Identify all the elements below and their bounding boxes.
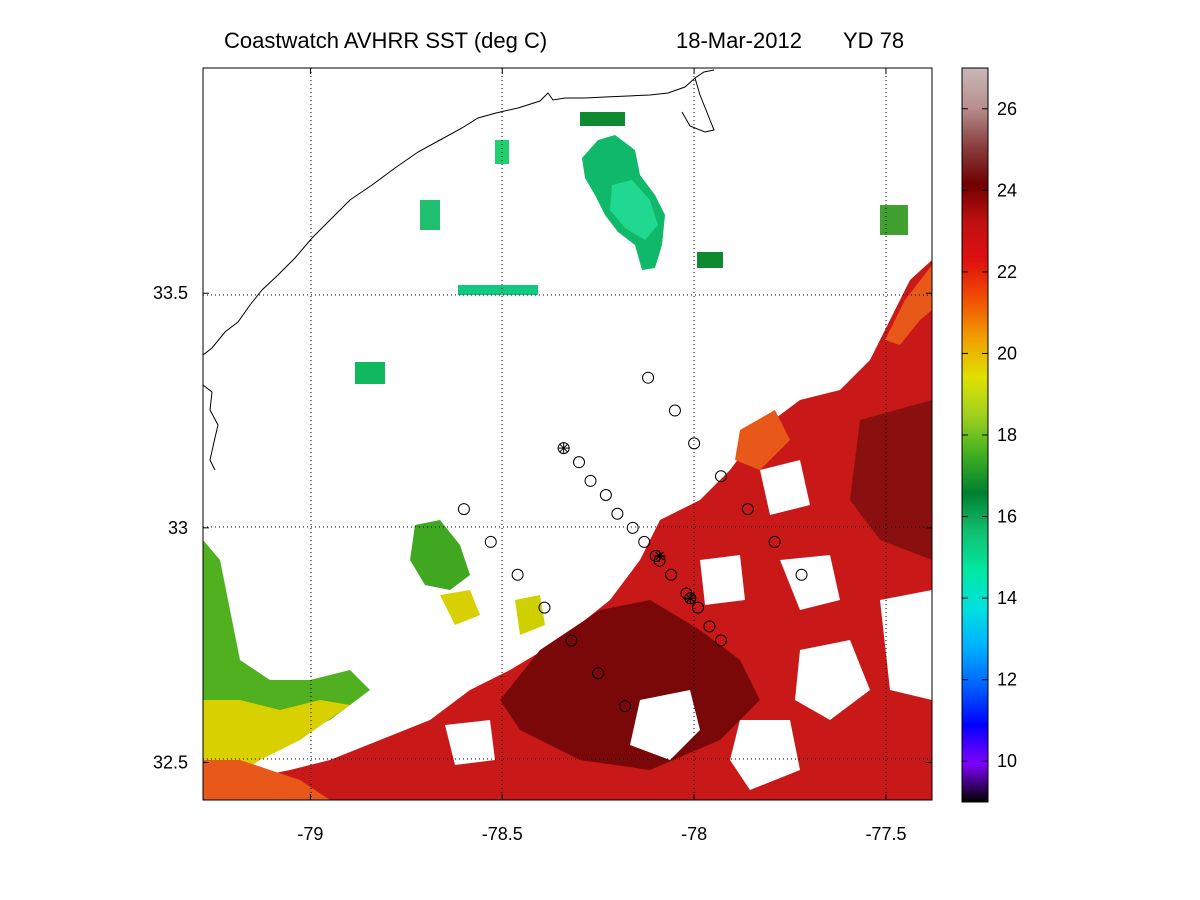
x-tick-label: -79 (297, 824, 323, 844)
sst-patch-green-mid (410, 520, 470, 590)
sst-patch-orange-2 (735, 410, 790, 470)
colorbar-tick-label: 26 (997, 99, 1017, 119)
station-star (653, 550, 666, 562)
colorbar: 10 12 14 16 18 20 22 24 26 (961, 67, 1017, 803)
sst-patch-cool-north-core (610, 180, 658, 240)
sst-patch-orange-edge (885, 265, 932, 345)
station-circle (573, 456, 586, 469)
station-circle (795, 568, 808, 581)
cloud-gap-4 (445, 720, 495, 765)
x-axis-tick-labels: -79 -78.5 -78 -77.5 (297, 824, 906, 844)
station-circle (688, 437, 701, 450)
colorbar-ticks: 10 12 14 16 18 20 22 24 26 (962, 99, 1017, 771)
station-circle (768, 535, 781, 548)
sst-patch-green-top (580, 112, 625, 126)
station-circle (584, 474, 597, 487)
axis-ticks (203, 68, 932, 800)
x-tick-label: -78 (681, 824, 707, 844)
station-circle (611, 507, 624, 520)
x-tick-label: -78.5 (482, 824, 523, 844)
y-tick-label: 32.5 (153, 752, 188, 772)
colorbar-tick-label: 16 (997, 507, 1017, 527)
station-circle (665, 568, 678, 581)
sst-patch-warm-east (850, 400, 932, 560)
station-circle (680, 587, 693, 600)
y-axis-tick-labels: 33.5 33 32.5 (153, 283, 188, 772)
cloud-gap-1 (630, 690, 700, 760)
map-frame (202, 67, 933, 801)
station-circle (619, 700, 632, 713)
colorbar-tick-label: 10 (997, 751, 1017, 771)
sst-patch-green-3 (880, 205, 908, 235)
colorbar-tick-label: 18 (997, 425, 1017, 445)
sst-patch-yellow-2 (515, 595, 545, 635)
sst-patch-cyan-3 (420, 200, 440, 230)
station-circle (457, 503, 470, 516)
station-star (557, 442, 570, 455)
figure-yearday: YD 78 (843, 28, 905, 53)
sst-patch-cyan-2 (458, 285, 538, 295)
colorbar-tick-label: 24 (997, 180, 1017, 200)
station-circle (565, 634, 578, 647)
y-tick-label: 33.5 (153, 283, 188, 303)
sst-patch-orange-sw (203, 760, 330, 800)
station-circle (642, 371, 655, 384)
station-circle (484, 535, 497, 548)
figure-date: 18-Mar-2012 (676, 28, 802, 53)
station-circle (638, 535, 651, 548)
map-grid (203, 68, 932, 800)
map-panel (203, 68, 932, 800)
sst-patch-yellow-mid (440, 590, 480, 625)
station-circle (668, 404, 681, 417)
y-tick-label: 33 (168, 518, 188, 538)
x-tick-label: -77.5 (865, 824, 906, 844)
colorbar-tick-label: 14 (997, 588, 1017, 608)
station-circle (599, 489, 612, 501)
cloud-gap-3 (730, 720, 800, 790)
sst-field (203, 112, 932, 800)
coastline (203, 69, 715, 471)
sst-patch-cyan-4 (355, 362, 385, 384)
cloud-gap-2 (795, 640, 870, 720)
colorbar-tick-label: 22 (997, 262, 1017, 282)
station-circle (714, 470, 727, 483)
cloud-gap-5 (700, 555, 745, 605)
station-circle (691, 601, 704, 614)
cloud-gap-6 (780, 555, 840, 610)
colorbar-tick-label: 20 (997, 343, 1017, 363)
station-circle (538, 601, 551, 614)
sst-patch-warm-main (203, 260, 932, 800)
station-circle (741, 503, 754, 516)
station-circle (714, 634, 727, 647)
station-markers (457, 371, 808, 713)
station-circle (703, 620, 716, 633)
sst-patch-green-2 (697, 252, 723, 268)
cloud-gap-7 (880, 590, 932, 700)
figure-title: Coastwatch AVHRR SST (deg C) (224, 28, 548, 53)
station-circle (592, 667, 605, 680)
station-circle (626, 521, 639, 534)
station-star (684, 592, 697, 605)
cloud-gap-8 (760, 460, 810, 515)
colorbar-tick-label: 12 (997, 670, 1017, 690)
station-circle (511, 568, 524, 581)
